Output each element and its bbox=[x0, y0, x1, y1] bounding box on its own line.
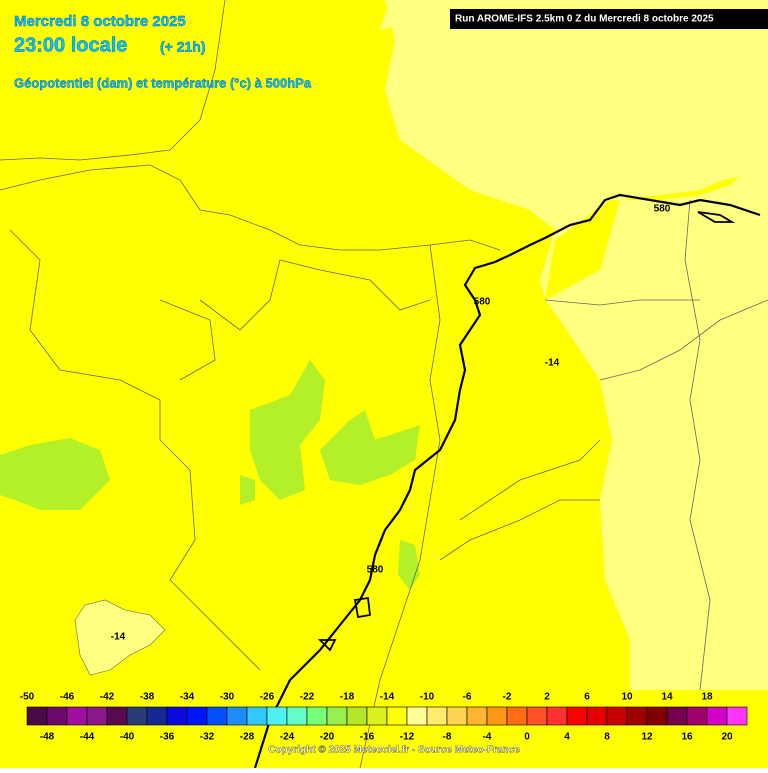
scale-label: -10 bbox=[420, 692, 435, 703]
scale-label: -44 bbox=[80, 732, 95, 743]
time: 23:00 locale bbox=[14, 34, 127, 56]
geopotential-contour bbox=[253, 193, 761, 769]
scale-box bbox=[646, 706, 668, 726]
scale-label: 14 bbox=[661, 692, 673, 703]
scale-label: 8 bbox=[604, 732, 610, 743]
scale-box bbox=[126, 706, 148, 726]
scale-label: -50 bbox=[20, 692, 35, 703]
contour-label: 580 bbox=[654, 204, 671, 215]
lighter-region-north bbox=[380, 0, 768, 210]
contour-label: 580 bbox=[474, 297, 491, 308]
scale-box bbox=[286, 706, 308, 726]
color-scale: -50 -46 -42 -38 -34 -30 -26 -22 -18 -14 -10 -6 -2 2 6 1… bbox=[20, 692, 748, 743]
scale-box bbox=[566, 706, 588, 726]
scale-label: -42 bbox=[100, 692, 115, 703]
lead-time: (+ 21h) bbox=[160, 39, 206, 55]
scale-label: 0 bbox=[524, 732, 530, 743]
scale-label: -20 bbox=[320, 732, 335, 743]
subtitle: Géopotentiel (dam) et température (°c) à… bbox=[14, 75, 312, 90]
scale-box bbox=[666, 706, 688, 726]
scale-box bbox=[706, 706, 728, 726]
date: Mercredi 8 octobre 2025 bbox=[14, 13, 186, 30]
scale-label: -14 bbox=[380, 692, 395, 703]
isotherm-label: -14 bbox=[111, 632, 126, 643]
scale-box bbox=[486, 706, 508, 726]
scale-box bbox=[266, 706, 288, 726]
scale-box bbox=[146, 706, 168, 726]
cold-patch bbox=[74, 599, 166, 676]
scale-box bbox=[66, 706, 88, 726]
scale-box bbox=[686, 706, 708, 726]
scale-label: -26 bbox=[260, 692, 275, 703]
scale-box bbox=[446, 706, 468, 726]
scale-box bbox=[386, 706, 408, 726]
scale-label: 6 bbox=[584, 692, 590, 703]
scale-box bbox=[546, 706, 568, 726]
scale-box bbox=[426, 706, 448, 726]
scale-box bbox=[186, 706, 208, 726]
scale-box bbox=[506, 706, 528, 726]
cool-patches bbox=[0, 360, 420, 590]
scale-label: 4 bbox=[564, 732, 570, 743]
scale-box bbox=[306, 706, 328, 726]
scale-label: -40 bbox=[120, 732, 135, 743]
scale-label: -38 bbox=[140, 692, 155, 703]
scale-box bbox=[46, 706, 68, 726]
scale-box bbox=[106, 706, 128, 726]
scale-label: -18 bbox=[340, 692, 355, 703]
scale-box bbox=[466, 706, 488, 726]
scale-box bbox=[86, 706, 108, 726]
scale-label: 10 bbox=[621, 692, 633, 703]
scale-label: -34 bbox=[180, 692, 195, 703]
scale-label: -24 bbox=[280, 732, 295, 743]
scale-label: -16 bbox=[360, 732, 375, 743]
scale-box bbox=[406, 706, 428, 726]
scale-label: 16 bbox=[681, 732, 693, 743]
scale-box bbox=[586, 706, 608, 726]
contour-label: 580 bbox=[367, 565, 384, 576]
scale-box bbox=[26, 706, 48, 726]
scale-box bbox=[346, 706, 368, 726]
scale-label: -48 bbox=[40, 732, 55, 743]
run-label: Run AROME-IFS 2.5km 0 Z du Mercredi 8 oc… bbox=[455, 14, 714, 25]
scale-box bbox=[226, 706, 248, 726]
scale-box bbox=[166, 706, 188, 726]
scale-box bbox=[606, 706, 628, 726]
isotherm-label: -14 bbox=[545, 358, 560, 369]
scale-label: -8 bbox=[443, 732, 452, 743]
scale-box bbox=[526, 706, 548, 726]
scale-box bbox=[246, 706, 268, 726]
copyright: Copyright © 2025 Meteociel.fr - Source M… bbox=[268, 745, 520, 756]
scale-box bbox=[326, 706, 348, 726]
scale-label: 12 bbox=[641, 732, 653, 743]
scale-label: -32 bbox=[200, 732, 215, 743]
scale-label: -22 bbox=[300, 692, 315, 703]
scale-box bbox=[206, 706, 228, 726]
scale-label: -6 bbox=[463, 692, 472, 703]
scale-box bbox=[726, 706, 748, 726]
scale-label: -46 bbox=[60, 692, 75, 703]
scale-label: -12 bbox=[400, 732, 415, 743]
scale-box bbox=[366, 706, 388, 726]
scale-label: -28 bbox=[240, 732, 255, 743]
scale-label: -2 bbox=[503, 692, 512, 703]
run-box bbox=[450, 9, 768, 29]
scale-label: 18 bbox=[701, 692, 713, 703]
scale-label: -4 bbox=[483, 732, 492, 743]
contour-fragments bbox=[317, 211, 736, 652]
scale-label: 20 bbox=[721, 732, 733, 743]
scale-label: -36 bbox=[160, 732, 175, 743]
scale-box bbox=[626, 706, 648, 726]
scale-label: -30 bbox=[220, 692, 235, 703]
scale-label: 2 bbox=[544, 692, 550, 703]
